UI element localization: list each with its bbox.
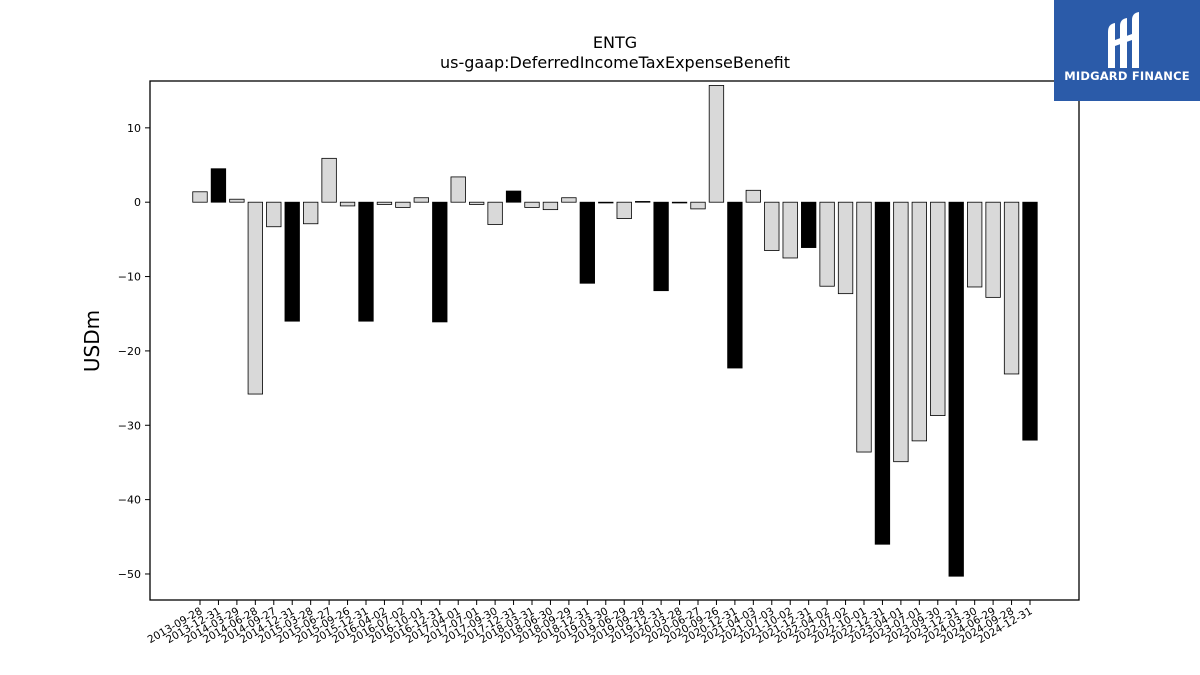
bar-2023-07-01 xyxy=(911,201,927,442)
bar-2022-10-01 xyxy=(856,201,872,453)
bar-2016-10-01 xyxy=(413,197,429,203)
bar-2021-07-03 xyxy=(764,201,780,251)
bar-2014-03-29 xyxy=(229,198,245,203)
bar-2016-04-02 xyxy=(376,201,393,205)
bar-2019-09-28 xyxy=(635,201,651,203)
bar-2018-09-29 xyxy=(561,197,577,203)
y-tick-label: −10 xyxy=(118,271,141,284)
bar-2017-09-30 xyxy=(487,201,503,225)
bar-2013-09-28 xyxy=(192,191,208,203)
chart-title: ENTG xyxy=(593,33,637,52)
bar-2021-10-02 xyxy=(782,201,798,259)
y-tick-label: −20 xyxy=(118,345,141,358)
bar-2015-03-28 xyxy=(303,201,319,225)
bar-2020-12-31 xyxy=(727,201,743,369)
bar-2019-06-29 xyxy=(616,201,632,219)
y-tick-label: −30 xyxy=(118,419,141,432)
bar-2020-06-27 xyxy=(690,201,706,210)
bar-2016-12-31 xyxy=(432,201,448,323)
bar-2015-06-27 xyxy=(321,157,337,203)
chart-subtitle: us-gaap:DeferredIncomeTaxExpenseBenefit xyxy=(440,53,790,72)
y-axis-ticks: 10 0 −10 −20 −30 −40 −50 xyxy=(118,122,150,581)
bar-2015-09-26 xyxy=(339,201,356,207)
y-tick-label: −40 xyxy=(118,494,141,507)
bar-2014-06-28 xyxy=(247,201,263,395)
bar-2023-04-01 xyxy=(893,201,909,463)
midgard-finance-logo: MIDGARD FINANCE xyxy=(1054,0,1200,101)
brand-name: MIDGARD FINANCE xyxy=(1064,69,1190,83)
y-tick-label: −50 xyxy=(118,568,141,581)
bar-2020-03-28 xyxy=(671,201,688,204)
y-tick-label: 10 xyxy=(127,122,141,135)
bar-2021-12-31 xyxy=(801,201,817,248)
x-axis-ticks: 2013-09-282013-12-312014-03-292014-06-28… xyxy=(146,600,1035,646)
midgard-logo-mark-icon xyxy=(1108,12,1139,68)
bar-2022-12-31 xyxy=(874,201,891,545)
bar-2015-12-31 xyxy=(358,201,374,322)
y-axis-label: USDm xyxy=(80,310,104,372)
bar-2014-12-31 xyxy=(284,201,300,322)
bar-2024-12-31 xyxy=(1022,201,1038,441)
bar-2019-03-30 xyxy=(598,201,614,204)
bar-2019-12-31 xyxy=(653,201,669,292)
bar-2024-03-30 xyxy=(967,201,983,288)
bar-2017-07-01 xyxy=(469,201,485,205)
bar-2016-07-02 xyxy=(395,201,411,208)
bar-2023-09-30 xyxy=(930,201,946,416)
bar-2018-06-30 xyxy=(542,201,559,211)
bar-2017-04-01 xyxy=(450,176,466,203)
bar-2018-03-31 xyxy=(524,201,540,208)
bar-2014-09-27 xyxy=(266,201,282,228)
bar-2023-12-31 xyxy=(948,201,964,577)
bar-2024-06-29 xyxy=(985,201,1001,298)
bar-2024-09-28 xyxy=(1003,201,1020,375)
plot-frame xyxy=(149,80,1080,601)
bar-2018-12-31 xyxy=(579,201,595,284)
bars-group xyxy=(192,85,1038,577)
y-tick-label: 0 xyxy=(134,196,141,209)
bar-2017-12-31 xyxy=(505,190,522,203)
bar-2022-04-02 xyxy=(819,201,835,287)
bar-2022-07-02 xyxy=(837,201,854,295)
bar-2020-09-26 xyxy=(708,85,725,203)
bar-2021-04-03 xyxy=(745,189,761,203)
bar-2013-12-31 xyxy=(210,168,227,203)
